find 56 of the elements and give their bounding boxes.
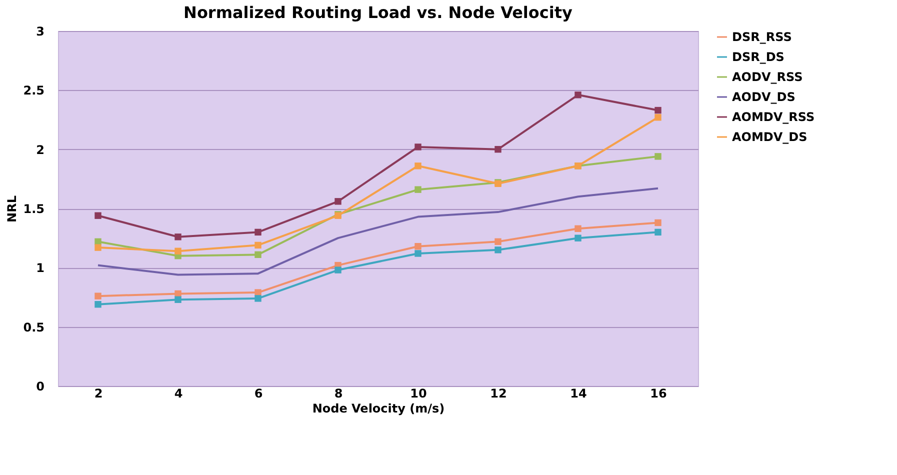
y-tick-label: 2.5 [23,84,44,98]
point [494,238,502,245]
y-tick-label: 1 [36,261,44,276]
point [174,234,182,240]
x-tick-label: 12 [490,386,507,400]
point [254,251,262,258]
x-tick-label: 4 [174,386,183,400]
legend-label: AODV_DS [732,90,796,104]
point [494,246,502,254]
point [414,250,422,257]
point [334,266,342,274]
y-axis-title: NRL [5,195,20,222]
point [254,228,262,236]
legend-label: AODV_RSS [732,70,803,84]
point [254,242,262,249]
x-tick-label: 8 [334,386,343,400]
x-tick-label: 16 [650,386,667,400]
point [94,212,102,219]
point [414,144,422,150]
point [94,244,102,251]
point [654,228,662,236]
x-axis-title: Node Velocity (m/s) [312,402,445,416]
legend-label: AOMDV_RSS [732,110,815,124]
point [94,300,102,308]
x-tick-label: 6 [254,386,263,400]
point [574,92,582,98]
x-tick-label: 2 [94,386,103,400]
point [494,146,502,153]
chart-title: Normalized Routing Load vs. Node Velocity [184,3,574,22]
y-tick-label: 0.5 [23,320,44,334]
point [574,225,582,232]
point [654,106,662,114]
point [174,296,182,303]
point [654,153,662,160]
x-tick-label: 10 [410,386,427,400]
point [174,248,182,254]
point [414,243,422,250]
point [174,290,182,298]
y-tick-label: 0 [36,380,44,394]
point [654,219,662,226]
point [334,198,342,205]
y-tick-label: 1.5 [23,202,44,216]
point [574,234,582,242]
point [254,295,262,302]
point [414,162,422,170]
y-tick-label: 3 [36,24,44,38]
point [94,292,102,300]
point [254,289,262,296]
legend-label: DSR_RSS [732,30,792,44]
point [654,114,662,121]
legend-label: DSR_DS [732,50,784,64]
line-series [97,187,659,276]
point [414,186,422,193]
x-tick-label: 14 [570,386,587,400]
legend-label: AOMDV_DS [732,130,808,144]
y-tick-label: 2 [36,142,44,157]
